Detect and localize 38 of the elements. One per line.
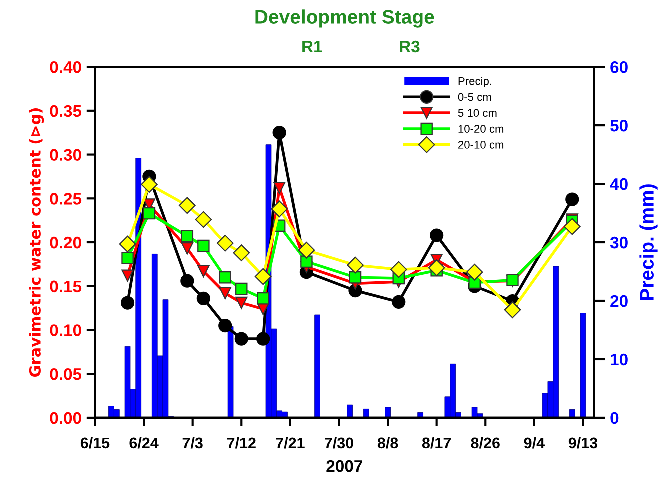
legend-label: 20-10 cm — [458, 141, 504, 149]
x-tick-label: 7/3 — [182, 437, 203, 449]
x-tick-label: 6/15 — [80, 437, 110, 449]
x-tick-label: 7/21 — [276, 437, 305, 449]
x-axis-title: 2007 — [326, 460, 362, 472]
y-tick-label: 0.05 — [50, 368, 82, 380]
y-tick-label: 0.10 — [50, 324, 82, 336]
x-tick-label: 8/17 — [422, 437, 452, 449]
x-tick-label: 8/8 — [378, 437, 398, 449]
y2-tick-label: 40 — [610, 178, 628, 190]
y-axis-title: Gravimetric water content (⊳g) — [29, 108, 44, 378]
y-tick-label: 0.20 — [50, 236, 82, 249]
y2-tick-label: 0 — [610, 412, 619, 424]
y-tick-label: 0.35 — [50, 105, 82, 118]
x2-tick-label: R3 — [400, 40, 420, 53]
y2-tick-label: 10 — [611, 354, 628, 366]
y2-tick-label: 60 — [610, 61, 628, 74]
x-tick-label: 7/30 — [325, 437, 354, 449]
legend-label: Precip. — [458, 77, 492, 88]
legend-label: 10-20 cm — [458, 125, 504, 133]
y2-axis-title: Precip. (mm) — [640, 184, 658, 300]
x-tick-label: 8/26 — [471, 437, 500, 449]
y-tick-label: 0.00 — [50, 412, 82, 424]
legend-label: 5 10 cm — [458, 109, 497, 118]
y2-tick-label: 30 — [610, 236, 628, 249]
y-tick-label: 0.15 — [50, 280, 82, 293]
y-tick-label: 0.25 — [50, 193, 82, 205]
legend-label: 0-5 cm — [458, 93, 492, 102]
x2-axis-title: Development Stage — [256, 10, 434, 28]
x-tick-label: 7/12 — [227, 437, 256, 449]
x-tick-label: 6/24 — [130, 437, 159, 449]
y2-tick-label: 20 — [610, 295, 628, 308]
y2-tick-label: 50 — [610, 120, 628, 132]
x-tick-label: 9/13 — [568, 437, 598, 449]
y-tick-label: 0.30 — [50, 149, 82, 162]
x2-tick-label: R1 — [302, 41, 322, 52]
y-tick-label: 0.40 — [50, 61, 82, 74]
x-tick-label: 9/4 — [524, 437, 545, 449]
